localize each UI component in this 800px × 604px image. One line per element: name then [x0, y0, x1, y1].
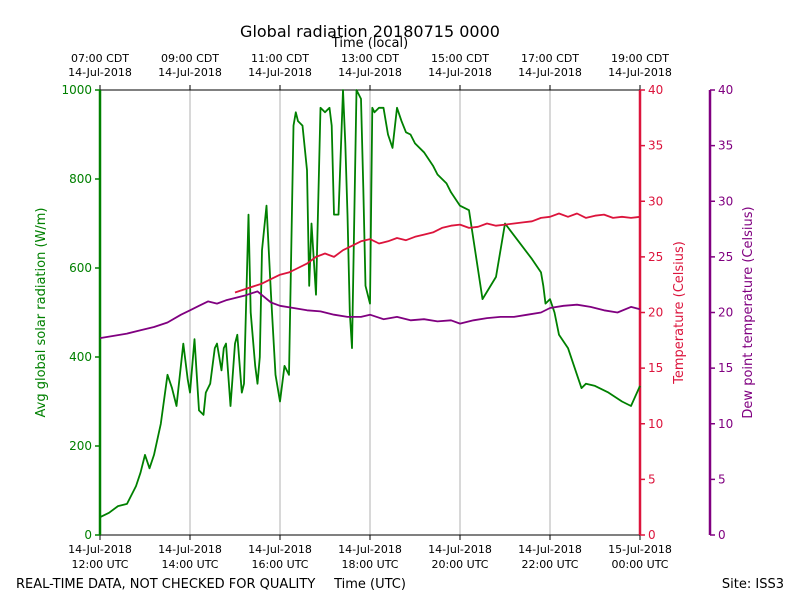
x-tick-top-label-time: 09:00 CDT	[161, 52, 219, 65]
bottom-axis-label: Time (UTC)	[333, 577, 406, 592]
dewpoint-axis-label: Dew point temperature (Celsius)	[741, 206, 756, 418]
temperature-axis-tick-label: 25	[648, 250, 663, 264]
x-tick-top-label-time: 13:00 CDT	[341, 52, 399, 65]
x-tick-label-time: 00:00 UTC	[611, 558, 668, 571]
dewpoint-axis-tick-label: 35	[718, 139, 733, 153]
x-tick-label-date: 14-Jul-2018	[428, 543, 492, 556]
dewpoint-axis-tick-label: 40	[718, 83, 733, 97]
x-tick-top-label-date: 14-Jul-2018	[68, 66, 132, 79]
temperature-axis-tick-label: 5	[648, 472, 656, 486]
x-tick-label-time: 18:00 UTC	[341, 558, 398, 571]
x-tick-top-label-date: 14-Jul-2018	[158, 66, 222, 79]
x-tick-top-label-date: 14-Jul-2018	[608, 66, 672, 79]
temperature-axis-tick-label: 15	[648, 361, 663, 375]
x-tick-top-label-date: 14-Jul-2018	[428, 66, 492, 79]
x-tick-label-time: 22:00 UTC	[521, 558, 578, 571]
temperature-axis-tick-label: 30	[648, 194, 663, 208]
radiation-axis-tick-label: 200	[69, 439, 92, 453]
dewpoint-axis-tick-label: 10	[718, 417, 733, 431]
dewpoint-axis-tick-label: 15	[718, 361, 733, 375]
x-tick-label-date: 14-Jul-2018	[68, 543, 132, 556]
x-tick-top-label-time: 17:00 CDT	[521, 52, 579, 65]
dewpoint-axis-tick-label: 20	[718, 306, 733, 320]
x-tick-top-label-time: 15:00 CDT	[431, 52, 489, 65]
x-tick-top-label-date: 14-Jul-2018	[518, 66, 582, 79]
radiation-axis-tick-label: 800	[69, 172, 92, 186]
series-line-radiation	[99, 89, 641, 519]
radiation-axis-tick-label: 600	[69, 261, 92, 275]
temperature-axis-tick-label: 20	[648, 306, 663, 320]
dewpoint-axis-tick-label: 30	[718, 194, 733, 208]
radiation-axis-tick-label: 1000	[61, 83, 92, 97]
chart-title: Global radiation 20180715 0000	[240, 22, 500, 41]
x-tick-label-time: 20:00 UTC	[431, 558, 488, 571]
x-tick-label-date: 15-Jul-2018	[608, 543, 672, 556]
temperature-axis-tick-label: 10	[648, 417, 663, 431]
quality-disclaimer: REAL-TIME DATA, NOT CHECKED FOR QUALITY	[16, 577, 315, 592]
x-tick-top-label-date: 14-Jul-2018	[338, 66, 402, 79]
x-tick-label-date: 14-Jul-2018	[338, 543, 402, 556]
radiation-axis-tick-label: 400	[69, 350, 92, 364]
dewpoint-axis-tick-label: 0	[718, 528, 726, 542]
temperature-axis-tick-label: 35	[648, 139, 663, 153]
temperature-axis-tick-label: 40	[648, 83, 663, 97]
x-tick-label-date: 14-Jul-2018	[248, 543, 312, 556]
temperature-axis-tick-label: 0	[648, 528, 656, 542]
x-tick-label-time: 14:00 UTC	[161, 558, 218, 571]
x-tick-top-label-time: 19:00 CDT	[611, 52, 669, 65]
series-line-temperature	[234, 212, 641, 294]
radiation-axis-label: Avg global solar radiation (W/m)	[34, 208, 49, 418]
x-tick-label-date: 14-Jul-2018	[518, 543, 582, 556]
x-tick-label-time: 16:00 UTC	[251, 558, 308, 571]
dewpoint-axis-tick-label: 25	[718, 250, 733, 264]
series-line-dewpoint	[99, 290, 641, 339]
x-tick-label-time: 12:00 UTC	[71, 558, 128, 571]
site-label: Site: ISS3	[722, 577, 784, 592]
x-tick-top-label-time: 07:00 CDT	[71, 52, 129, 65]
x-tick-top-label-time: 11:00 CDT	[251, 52, 309, 65]
x-tick-label-date: 14-Jul-2018	[158, 543, 222, 556]
x-tick-top-label-date: 14-Jul-2018	[248, 66, 312, 79]
top-axis-label: Time (local)	[331, 36, 408, 51]
dewpoint-axis-tick-label: 5	[718, 472, 726, 486]
radiation-axis-tick-label: 0	[84, 528, 92, 542]
temperature-axis-label: Temperature (Celsius)	[672, 241, 687, 385]
